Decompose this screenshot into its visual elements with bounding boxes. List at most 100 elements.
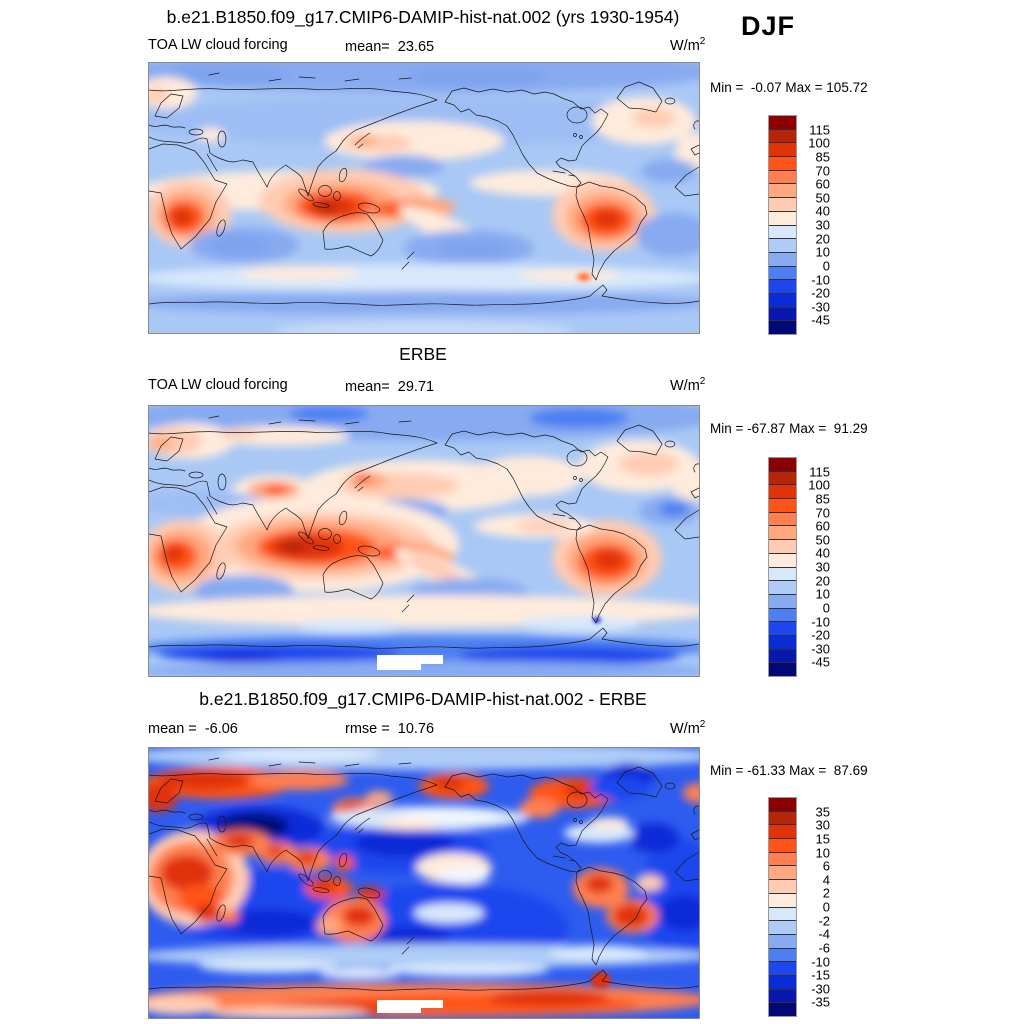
colorbar-tick-label: -10 xyxy=(811,272,830,287)
colorbar-tick-label: -2 xyxy=(818,913,830,929)
colorbar-tick-label: 50 xyxy=(815,532,830,548)
colorbar-cell xyxy=(769,306,796,321)
colorbar-tick-label: -10 xyxy=(811,954,830,969)
colorbar-tick-label: 100 xyxy=(808,477,830,493)
colorbar-tick-label: 40 xyxy=(815,545,830,561)
panel3-rmse: rmse = 10.76 xyxy=(345,721,435,737)
colorbar-cell xyxy=(769,892,796,907)
colorbar-tick-label: -30 xyxy=(811,981,830,997)
map-difference xyxy=(148,747,700,1019)
colorbar-tick-label: 85 xyxy=(815,149,830,165)
colorbar-tick-label: -20 xyxy=(811,627,830,643)
colorbar-tick-label: 15 xyxy=(815,831,830,847)
colorbar-tick-label: 0 xyxy=(822,600,830,616)
colorbar-cell xyxy=(769,525,796,540)
season-label: DJF xyxy=(741,11,796,41)
colorbar-cell xyxy=(769,879,796,893)
colorbar-tick-label: -6 xyxy=(818,940,830,956)
colorbar-cell xyxy=(769,116,796,129)
colorbar-tick-label: -35 xyxy=(811,994,830,1010)
colorbar-cell xyxy=(769,210,796,225)
colorbar-cell xyxy=(769,470,796,485)
colorbar-tick-label: 6 xyxy=(822,858,830,874)
colorbar-tick-label: 4 xyxy=(822,872,830,888)
colorbar-cell xyxy=(769,593,796,608)
colorbar-tick-label: -20 xyxy=(811,285,830,301)
colorbar-tick-label: -30 xyxy=(811,641,830,657)
colorbar-cell xyxy=(769,498,796,512)
colorbar-cell xyxy=(769,634,796,649)
colorbar-tick-label: 30 xyxy=(815,559,830,575)
colorbar-cell xyxy=(769,798,796,811)
map-model xyxy=(148,62,700,334)
colorbar-tick-label: 70 xyxy=(815,505,830,520)
colorbar-cell xyxy=(769,947,796,962)
colorbar-difference: 35 30 15 10 6 4 2 0 -2 -4 -6 -10 -15 -30 -35 xyxy=(768,797,830,1017)
colorbar-tick-label: 10 xyxy=(815,586,830,602)
panel2-units: W/m2 xyxy=(670,376,706,394)
colorbar-cell xyxy=(769,552,796,567)
colorbar-tick-label: -30 xyxy=(811,299,830,315)
panel2-variable: TOA LW cloud forcing xyxy=(148,377,288,393)
colorbar-tick-label: 20 xyxy=(815,231,830,247)
colorbar-cell xyxy=(769,539,796,553)
colorbar-tick-label: 60 xyxy=(815,518,830,534)
colorbar-tick-label: -10 xyxy=(811,614,830,629)
colorbar-cell xyxy=(769,484,796,499)
colorbar-cell xyxy=(769,566,796,581)
colorbar-cell xyxy=(769,580,796,594)
panel2-title: ERBE xyxy=(399,344,447,364)
panel2-minmax: Min = -67.87 Max = 91.29 xyxy=(710,421,868,436)
colorbar-tick-label: 70 xyxy=(815,163,830,178)
colorbar-cell xyxy=(769,810,796,825)
colorbar-tick-label: 40 xyxy=(815,203,830,219)
colorbar-cell xyxy=(769,988,796,1003)
colorbar-cell xyxy=(769,128,796,143)
panel1-variable: TOA LW cloud forcing xyxy=(148,37,288,53)
colorbar-cell xyxy=(769,169,796,184)
colorbar-cell xyxy=(769,197,796,211)
colorbar-tick-label: 0 xyxy=(822,258,830,274)
colorbar-cell xyxy=(769,265,796,280)
colorbar-cell xyxy=(769,511,796,526)
colorbar-cell xyxy=(769,238,796,252)
colorbar-cell xyxy=(769,458,796,471)
colorbar-tick-label: 0 xyxy=(822,899,830,915)
colorbar-cell xyxy=(769,320,796,334)
colorbar-cell xyxy=(769,906,796,921)
colorbar-cell xyxy=(769,648,796,663)
colorbar-cell xyxy=(769,251,796,266)
colorbar-cell xyxy=(769,838,796,852)
colorbar-observations: 115 100 85 70 60 50 40 30 20 10 0 -10 -20 -30 -45 xyxy=(768,457,830,677)
colorbar-cell xyxy=(769,961,796,975)
panel2-mean: mean= 29.71 xyxy=(345,379,435,395)
colorbar-tick-label: 50 xyxy=(815,190,830,206)
colorbar-cell xyxy=(769,279,796,293)
colorbar-cell xyxy=(769,1002,796,1016)
map-observations xyxy=(148,405,700,677)
colorbar-tick-label: 10 xyxy=(815,845,830,860)
panel1-minmax: Min = -0.07 Max = 105.72 xyxy=(710,80,868,95)
colorbar-tick-label: 35 xyxy=(815,804,830,820)
colorbar-tick-label: -45 xyxy=(811,312,830,328)
colorbar-tick-label: 30 xyxy=(815,817,830,833)
colorbar-cell xyxy=(769,142,796,157)
colorbar-cell xyxy=(769,851,796,866)
colorbar-cell xyxy=(769,933,796,948)
colorbar-cell xyxy=(769,974,796,989)
colorbar-cell xyxy=(769,621,796,635)
colorbar-tick-label: 85 xyxy=(815,491,830,507)
colorbar-cell xyxy=(769,292,796,307)
colorbar-cell xyxy=(769,156,796,170)
colorbar-tick-label: 30 xyxy=(815,217,830,233)
colorbar-tick-label: -45 xyxy=(811,654,830,670)
colorbar-tick-label: 10 xyxy=(815,244,830,260)
colorbar-tick-label: 2 xyxy=(822,885,830,901)
colorbar-tick-label: 60 xyxy=(815,176,830,192)
colorbar-tick-label: 115 xyxy=(809,464,830,480)
colorbar-cell xyxy=(769,865,796,880)
panel3-minmax: Min = -61.33 Max = 87.69 xyxy=(710,763,868,778)
colorbar-tick-label: 100 xyxy=(808,135,830,151)
panel1-mean: mean= 23.65 xyxy=(345,39,435,55)
